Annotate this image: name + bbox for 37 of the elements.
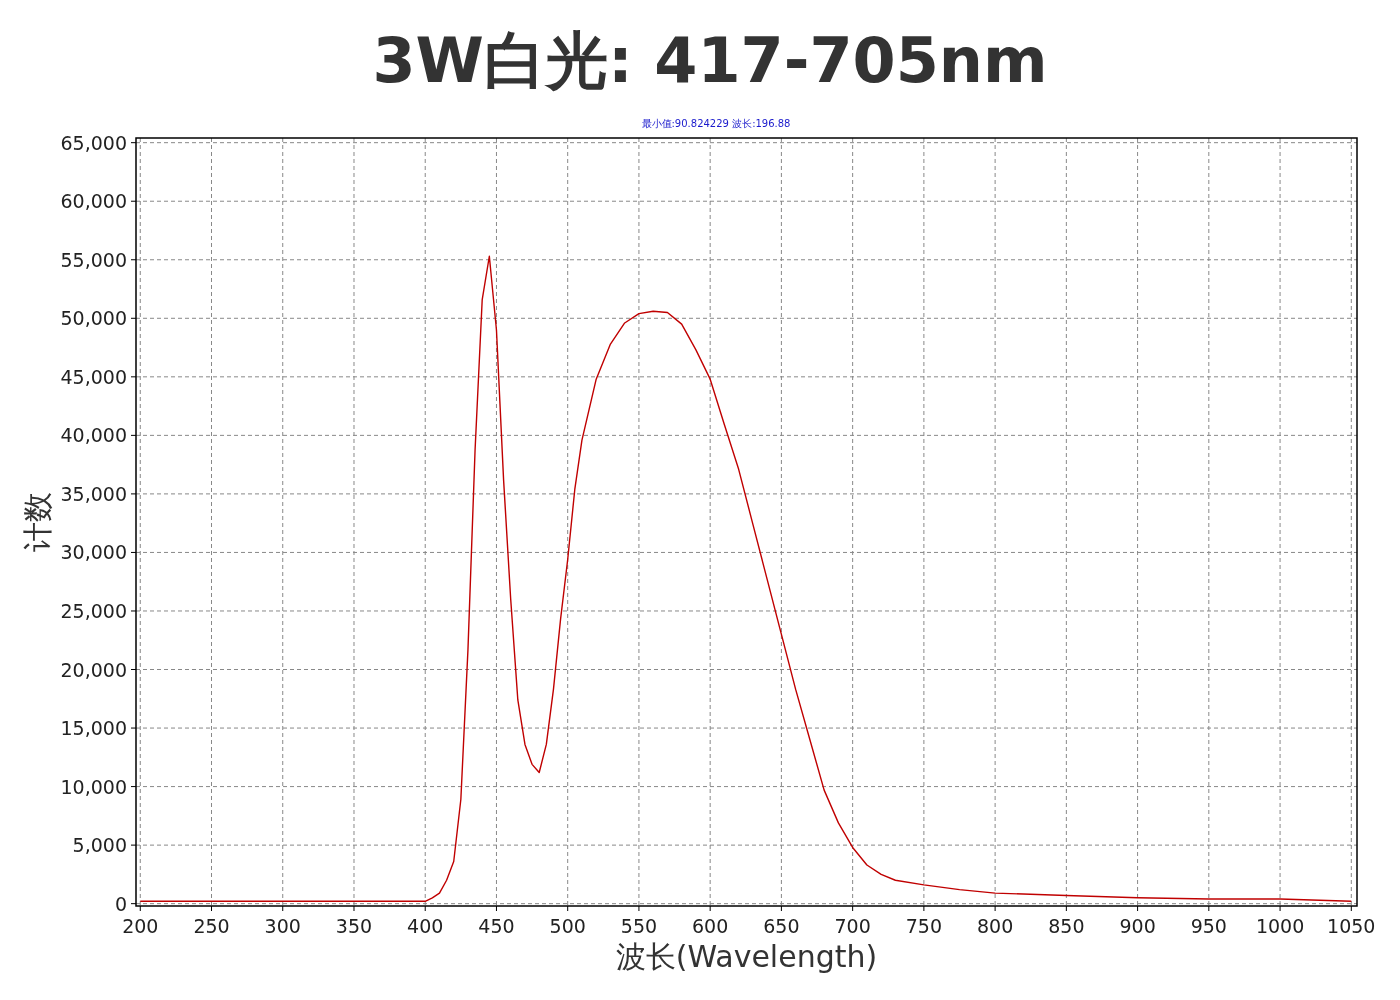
x-tick-label: 950 [1190, 915, 1227, 937]
x-tick-label: 250 [193, 915, 230, 937]
y-tick-label: 20,000 [60, 658, 127, 681]
x-tick-label: 500 [549, 915, 586, 937]
x-axis-title: 波长(Wavelength) [615, 939, 878, 974]
x-tick-label: 1050 [1327, 915, 1376, 937]
x-tick-label: 550 [620, 915, 658, 937]
y-tick-label: 45,000 [60, 365, 127, 388]
x-tick-label: 700 [834, 915, 871, 937]
x-tick-label: 350 [335, 915, 373, 937]
x-tick-label: 300 [264, 915, 301, 937]
x-tick-label: 450 [478, 915, 515, 937]
y-tick-label: 50,000 [60, 307, 127, 330]
x-tick-label: 200 [122, 915, 159, 937]
x-tick-label: 400 [407, 915, 444, 937]
y-axis-title: 计数 [20, 492, 55, 552]
x-tick-label: 900 [1119, 915, 1156, 937]
x-tick-label: 1000 [1255, 915, 1305, 937]
y-tick-label: 0 [114, 892, 127, 915]
x-tick-label: 750 [905, 915, 943, 937]
x-tick-label: 800 [976, 915, 1014, 937]
y-tick-label: 40,000 [60, 424, 127, 447]
y-tick-label: 15,000 [60, 717, 127, 740]
y-tick-label: 55,000 [60, 248, 127, 271]
y-tick-label: 30,000 [60, 541, 127, 564]
x-tick-label: 850 [1048, 915, 1085, 937]
line-series [139, 255, 1352, 903]
y-tick-label: 60,000 [60, 190, 127, 213]
x-tick-label: 600 [692, 915, 729, 937]
text: 最小值:90.824229 波长:196.88 [641, 118, 791, 129]
y-tick-label: 10,000 [60, 775, 127, 798]
y-tick-label: 35,000 [60, 482, 127, 505]
x-tick-label: 650 [763, 915, 800, 937]
y-tick-label: 25,000 [60, 599, 127, 622]
y-tick-label: 65,000 [60, 131, 127, 154]
y-tick-label: 5,000 [72, 834, 127, 857]
chart-title: 3W白光: 417-705nm [372, 24, 1048, 97]
